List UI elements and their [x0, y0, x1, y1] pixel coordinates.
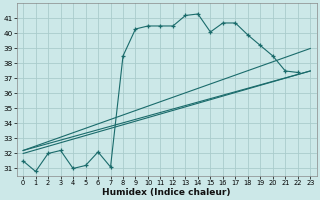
X-axis label: Humidex (Indice chaleur): Humidex (Indice chaleur) — [102, 188, 231, 197]
